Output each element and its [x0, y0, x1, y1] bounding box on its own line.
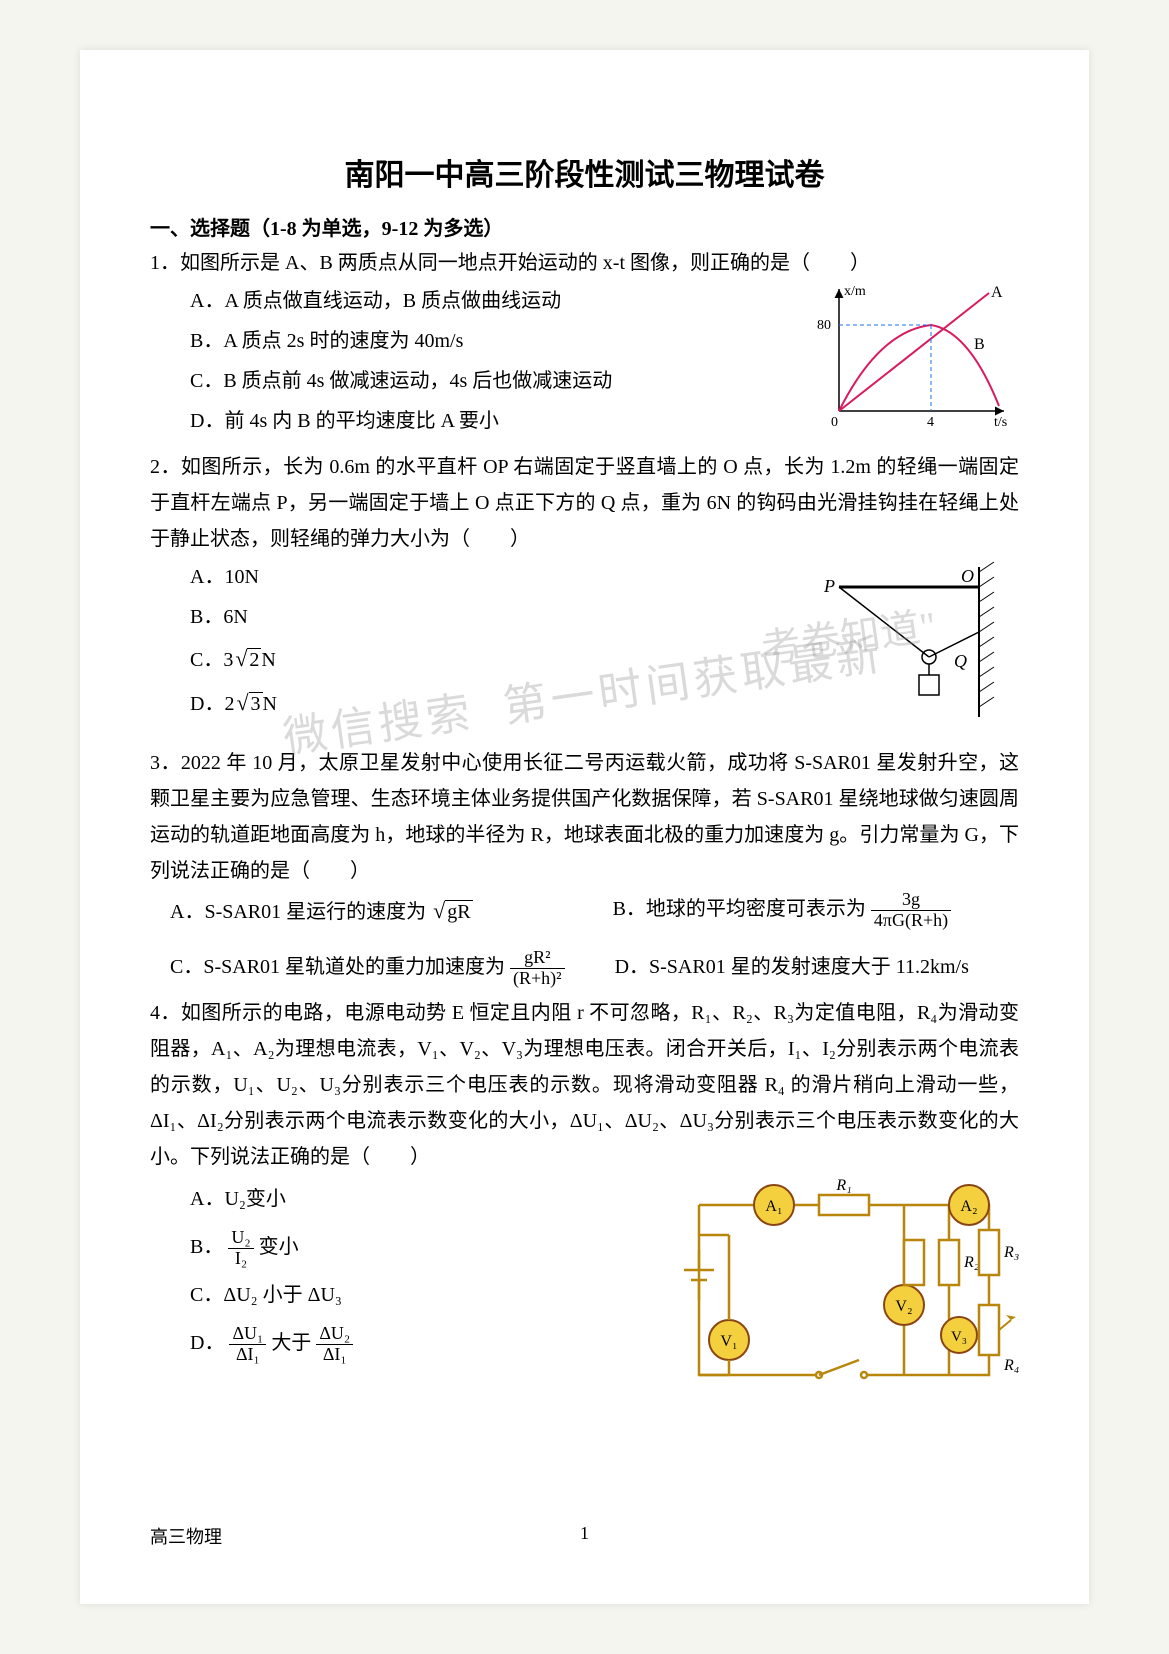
q1-option-a: A．A 质点做直线运动，B 质点做曲线运动 [190, 281, 799, 321]
q3-option-d: D．S-SAR01 星的发射速度大于 11.2km/s [615, 947, 969, 989]
q1-stem: 1．如图所示是 A、B 两质点从同一地点开始运动的 x-t 图像，则正确的是（ … [150, 245, 1019, 281]
section-header: 一、选择题（1-8 为单选，9-12 为多选） [150, 212, 1019, 241]
exam-title: 南阳一中高三阶段性测试三物理试卷 [150, 150, 1019, 194]
q1-graph: x/m t/s 80 4 0 A B [809, 281, 1019, 443]
q4-option-a: A．U₂变小 [190, 1175, 649, 1223]
q2-option-c: C．32N [190, 637, 769, 681]
q3-option-c: C．S-SAR01 星轨道处的重力加速度为 gR²(R+h)² [170, 947, 565, 989]
svg-text:0: 0 [831, 415, 838, 430]
question-4: 4．如图所示的电路，电源电动势 E 恒定且内阻 r 不可忽略，R₁、R₂、R₃为… [150, 995, 1019, 1417]
question-3: 3．2022 年 10 月，太原卫星发射中心使用长征二号丙运载火箭，成功将 S-… [150, 745, 1019, 989]
q1-option-b: B．A 质点 2s 时的速度为 40m/s [190, 321, 799, 361]
page-number: 1 [580, 1523, 589, 1544]
page-footer: 高三物理 1 [150, 1523, 1019, 1549]
exam-page: 微信搜索 第一时间获取最新 考卷知道" 南阳一中高三阶段性测试三物理试卷 一、选… [80, 50, 1089, 1604]
question-2: 2．如图所示，长为 0.6m 的水平直杆 OP 右端固定于竖直墙上的 O 点，长… [150, 449, 1019, 739]
question-1: 1．如图所示是 A、B 两质点从同一地点开始运动的 x-t 图像，则正确的是（ … [150, 245, 1019, 443]
circuit-r4: R₄ [1003, 1357, 1019, 1374]
q1-option-d: D．前 4s 内 B 的平均速度比 A 要小 [190, 401, 799, 441]
circuit-r1: R₁ [835, 1177, 851, 1194]
q2-label-o: O [961, 566, 974, 586]
q1-xlabel: t/s [994, 415, 1007, 430]
circuit-v1: V₁ [720, 1333, 737, 1350]
q2-option-a: A．10N [190, 557, 769, 597]
q2-diagram: P O Q [779, 557, 1019, 739]
circuit-a2: A₂ [960, 1198, 977, 1215]
q3-option-a: A．S-SAR01 星运行的速度为 gR [170, 889, 473, 933]
circuit-v2: V₂ [895, 1298, 912, 1315]
q3-stem: 3．2022 年 10 月，太原卫星发射中心使用长征二号丙运载火箭，成功将 S-… [150, 745, 1019, 889]
q1-label-b: B [974, 336, 985, 353]
circuit-r3: R₃ [1003, 1244, 1019, 1261]
q2-label-p: P [823, 576, 835, 596]
q4-option-b: B． U₂I₂ 变小 [190, 1223, 649, 1271]
q4-option-d: D． ΔU₁ΔI₁ 大于 ΔU₂ΔI₁ [190, 1319, 649, 1367]
q3-option-b: B．地球的平均密度可表示为 3g4πG(R+h) [613, 889, 952, 933]
q1-option-c: C．B 质点前 4s 做减速运动，4s 后也做减速运动 [190, 361, 799, 401]
q1-options: A．A 质点做直线运动，B 质点做曲线运动 B．A 质点 2s 时的速度为 40… [150, 281, 799, 441]
q3-options: A．S-SAR01 星运行的速度为 gR B．地球的平均密度可表示为 3g4πG… [150, 889, 1019, 989]
q4-options: A．U₂变小 B． U₂I₂ 变小 C．ΔU₂ 小于 ΔU₃ D． ΔU₁ΔI₁… [150, 1175, 649, 1367]
q2-options: A．10N B．6N C．32N D．23N [150, 557, 769, 725]
footer-subject: 高三物理 [150, 1523, 222, 1549]
q1-label-a: A [991, 284, 1003, 301]
q1-ylabel: x/m [844, 284, 866, 299]
q1-ytick: 80 [817, 318, 831, 333]
q2-option-b: B．6N [190, 597, 769, 637]
q2-option-d: D．23N [190, 681, 769, 725]
q1-xtick: 4 [927, 415, 934, 430]
q4-stem: 4．如图所示的电路，电源电动势 E 恒定且内阻 r 不可忽略，R₁、R₂、R₃为… [150, 995, 1019, 1175]
q2-label-q: Q [954, 651, 967, 671]
q4-option-c: C．ΔU₂ 小于 ΔU₃ [190, 1271, 649, 1319]
q4-circuit: A₁ R₁ A₂ V₁ V₂ [659, 1175, 1019, 1417]
circuit-a1: A₁ [765, 1198, 782, 1215]
q2-stem: 2．如图所示，长为 0.6m 的水平直杆 OP 右端固定于竖直墙上的 O 点，长… [150, 449, 1019, 557]
circuit-v3: V₃ [951, 1329, 967, 1345]
circuit-r2: R₂ [963, 1254, 980, 1271]
